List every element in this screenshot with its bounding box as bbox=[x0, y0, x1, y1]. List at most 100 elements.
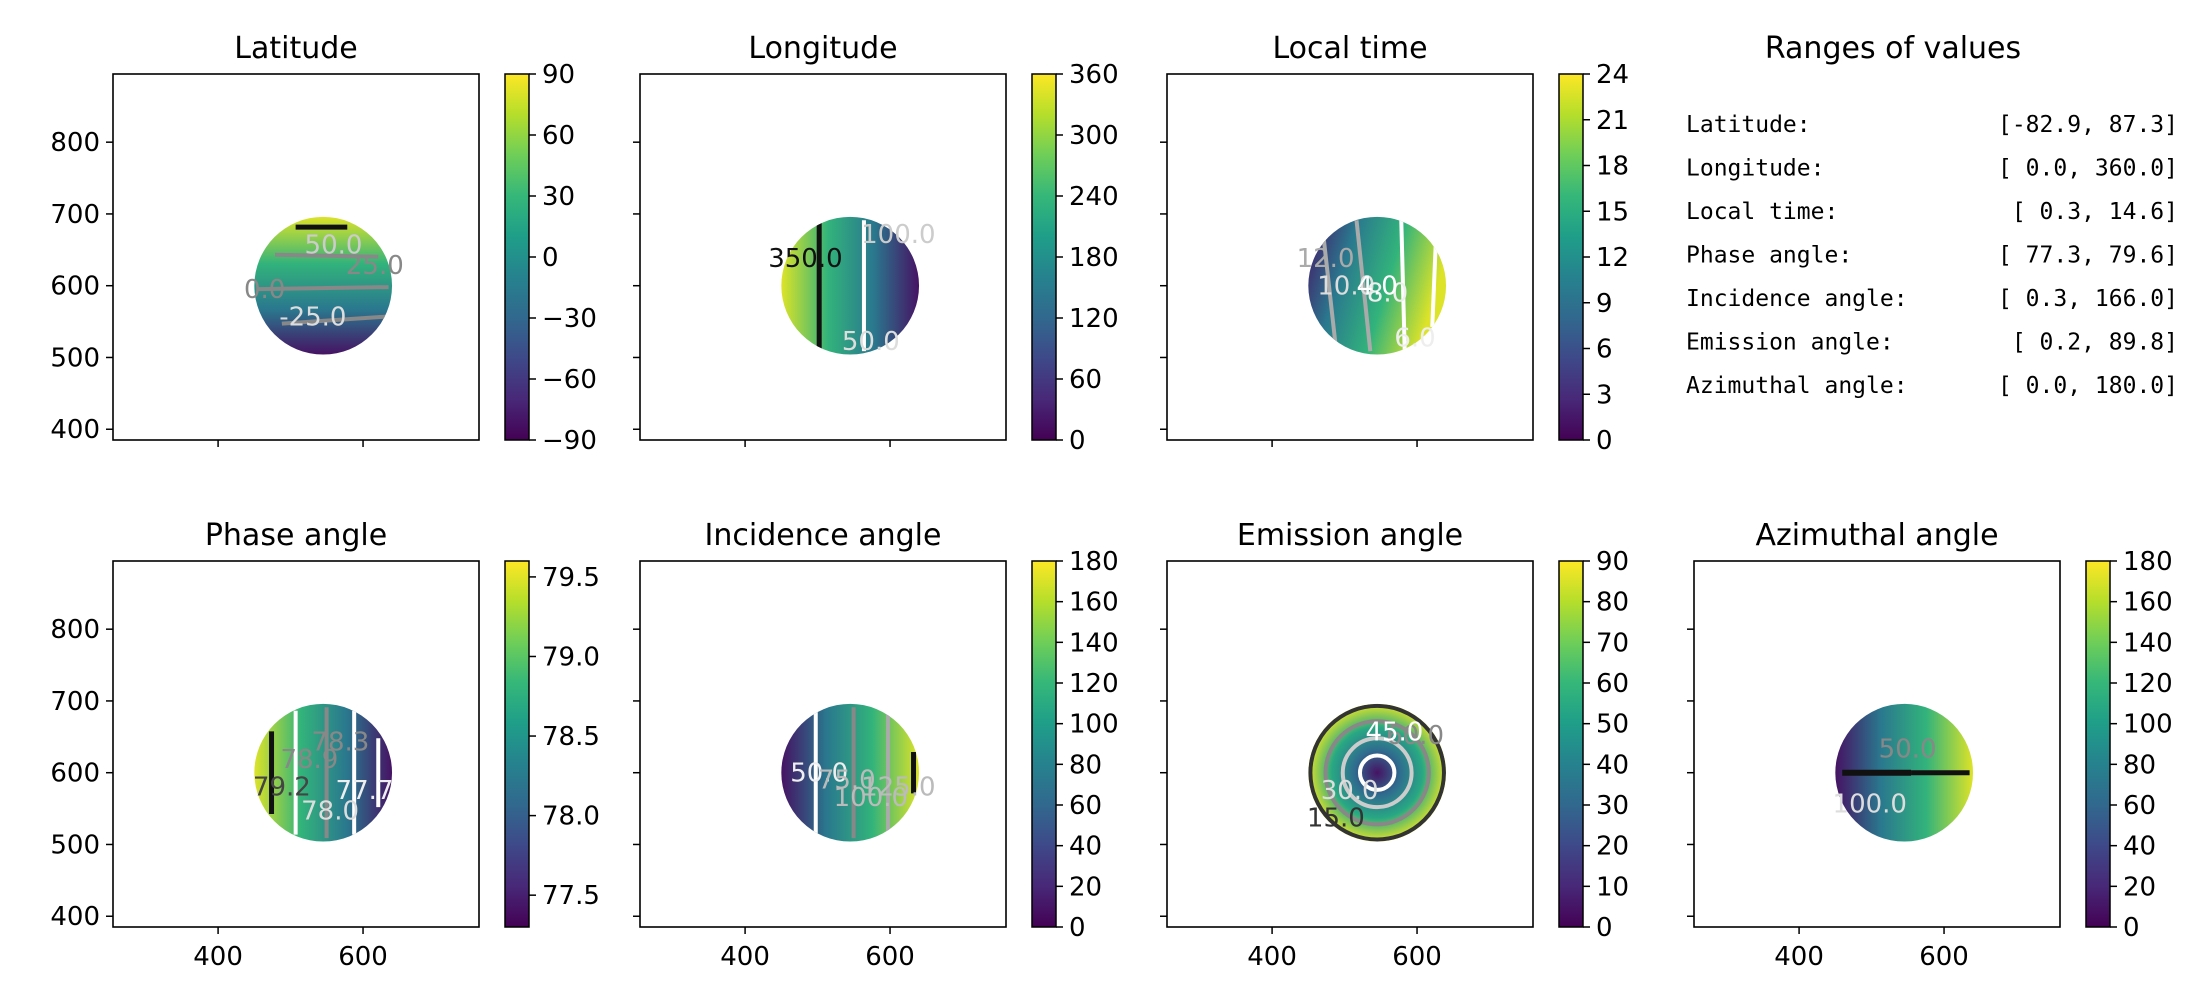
contour-label: 77.7 bbox=[336, 776, 394, 806]
y-tick-label: 400 bbox=[50, 902, 100, 932]
colorbar bbox=[1031, 560, 1057, 928]
contour-line bbox=[1399, 220, 1407, 352]
y-tick-label: 700 bbox=[50, 687, 100, 717]
panel-title: Incidence angle bbox=[705, 518, 942, 553]
x-tick-label: 400 bbox=[193, 942, 243, 972]
colorbar-tick-label: 30 bbox=[542, 182, 575, 212]
contour-label: 50.0 bbox=[842, 327, 900, 357]
colorbar-tick-label: 120 bbox=[1069, 304, 1119, 334]
contour-label: 50.0 bbox=[305, 230, 363, 260]
range-value: [ 0.3, 14.6] bbox=[2012, 199, 2178, 225]
disk-image bbox=[781, 216, 920, 355]
axes-frame bbox=[1693, 560, 2061, 928]
colorbar-tick-label: 140 bbox=[2123, 628, 2173, 658]
range-label: Phase angle: bbox=[1686, 243, 1852, 269]
y-tick-label: 500 bbox=[50, 343, 100, 373]
range-label: Longitude: bbox=[1686, 156, 1824, 182]
y-tick-label: 800 bbox=[50, 128, 100, 158]
colorbar-tick-label: 0 bbox=[1069, 426, 1086, 456]
range-label: Local time: bbox=[1686, 199, 1838, 225]
range-value: [ 0.3, 166.0] bbox=[1998, 286, 2178, 312]
y-tick-label: 600 bbox=[50, 272, 100, 302]
colorbar-tick-label: −30 bbox=[542, 304, 597, 334]
contour-line bbox=[1323, 719, 1431, 827]
axes-frame bbox=[112, 73, 480, 441]
x-tick-label: 400 bbox=[720, 942, 770, 972]
colorbar-tick-label: 0 bbox=[1596, 913, 1613, 943]
contour-label: 50.0 bbox=[790, 759, 848, 789]
range-value: [ 0.2, 89.8] bbox=[2012, 330, 2178, 356]
colorbar bbox=[1558, 73, 1584, 441]
colorbar-tick-label: 60 bbox=[542, 121, 575, 151]
range-value: [-82.9, 87.3] bbox=[1998, 112, 2178, 138]
contour-lines bbox=[1320, 220, 1438, 352]
ranges-panel: Ranges of values Latitude: [-82.9, 87.3] Lo… bbox=[1686, 31, 2178, 399]
panel-title: Azimuthal angle bbox=[1755, 518, 1998, 553]
x-tick-label: 600 bbox=[1919, 942, 1969, 972]
x-tick-label: 400 bbox=[1774, 942, 1824, 972]
colorbar-tick-label: 120 bbox=[2123, 669, 2173, 699]
contour-label: 75.0 bbox=[818, 766, 876, 796]
panel-latitude: Latitude50.025.00.0-25.04005006007008009… bbox=[50, 31, 597, 456]
range-value: [ 0.0, 360.0] bbox=[1998, 156, 2178, 182]
colorbar bbox=[2085, 560, 2111, 928]
contour-label: 6.0 bbox=[1394, 323, 1435, 353]
contour-label: 8.0 bbox=[1367, 279, 1408, 309]
colorbar-tick-label: 78.0 bbox=[542, 802, 600, 832]
colorbar-tick-label: 50 bbox=[1596, 710, 1629, 740]
y-tick-label: 600 bbox=[50, 759, 100, 789]
colorbar-tick-label: 40 bbox=[1069, 832, 1102, 862]
colorbar-tick-label: 90 bbox=[1596, 547, 1629, 577]
panel-title: Latitude bbox=[234, 31, 357, 66]
contour-lines bbox=[813, 707, 917, 839]
contour-label: 100.0 bbox=[834, 783, 908, 813]
colorbar bbox=[1558, 560, 1584, 928]
axes-frame bbox=[639, 73, 1007, 441]
colorbar-tick-label: 180 bbox=[1069, 243, 1119, 273]
colorbar-tick-label: 0 bbox=[2123, 913, 2140, 943]
colorbar bbox=[1031, 73, 1057, 441]
panel-phase-angle: Phase angle79.278.978.378.077.7400500600… bbox=[50, 518, 600, 972]
colorbar-tick-label: 360 bbox=[1069, 60, 1119, 90]
colorbar-tick-label: 3 bbox=[1596, 380, 1613, 410]
contour-line bbox=[1354, 220, 1373, 352]
colorbar-tick-label: 120 bbox=[1069, 669, 1119, 699]
panel-title: Phase angle bbox=[205, 518, 387, 553]
colorbar-tick-label: 0 bbox=[1596, 426, 1613, 456]
range-label: Emission angle: bbox=[1686, 330, 1894, 356]
contour-line bbox=[1430, 244, 1438, 328]
colorbar-tick-label: 60 bbox=[1596, 669, 1629, 699]
panel-local-time: Local time 12.010.08.0 6.0 4.0 24 21 18 15 12 9 6 3… bbox=[1160, 31, 1629, 456]
contour-label: 78.9 bbox=[280, 745, 338, 775]
contour-label: -25.0 bbox=[279, 303, 346, 333]
colorbar-tick-label: −60 bbox=[542, 365, 597, 395]
colorbar-tick-label: 160 bbox=[2123, 588, 2173, 618]
x-tick-label: 600 bbox=[865, 942, 915, 972]
colorbar-tick-label: 12 bbox=[1596, 243, 1629, 273]
colorbar-tick-label: 140 bbox=[1069, 628, 1119, 658]
contour-label: 100.0 bbox=[861, 220, 935, 250]
colorbar-tick-label: 80 bbox=[1596, 588, 1629, 618]
colorbar-tick-label: 20 bbox=[1596, 832, 1629, 862]
colorbar-tick-label: 0 bbox=[1069, 913, 1086, 943]
colorbar-tick-label: 10 bbox=[1596, 872, 1629, 902]
colorbar-tick-label: 90 bbox=[542, 60, 575, 90]
contour-label: 79.2 bbox=[253, 772, 311, 802]
contour-label: 0.0 bbox=[244, 275, 285, 305]
contour-line bbox=[274, 252, 379, 259]
y-tick-label: 700 bbox=[50, 200, 100, 230]
colorbar-tick-label: 180 bbox=[2123, 547, 2173, 577]
panel-title: Longitude bbox=[748, 31, 897, 66]
range-label: Incidence angle: bbox=[1686, 286, 1908, 312]
colorbar bbox=[504, 73, 530, 441]
colorbar-tick-label: 79.5 bbox=[542, 563, 600, 593]
colorbar-tick-label: 60 bbox=[1069, 365, 1102, 395]
disk-image bbox=[1308, 216, 1447, 355]
y-tick-label: 400 bbox=[50, 415, 100, 445]
axes-frame bbox=[1166, 73, 1534, 441]
colorbar-tick-label: 180 bbox=[1069, 547, 1119, 577]
contour-label: 78.3 bbox=[311, 728, 369, 758]
colorbar-tick-label: 30 bbox=[1596, 791, 1629, 821]
